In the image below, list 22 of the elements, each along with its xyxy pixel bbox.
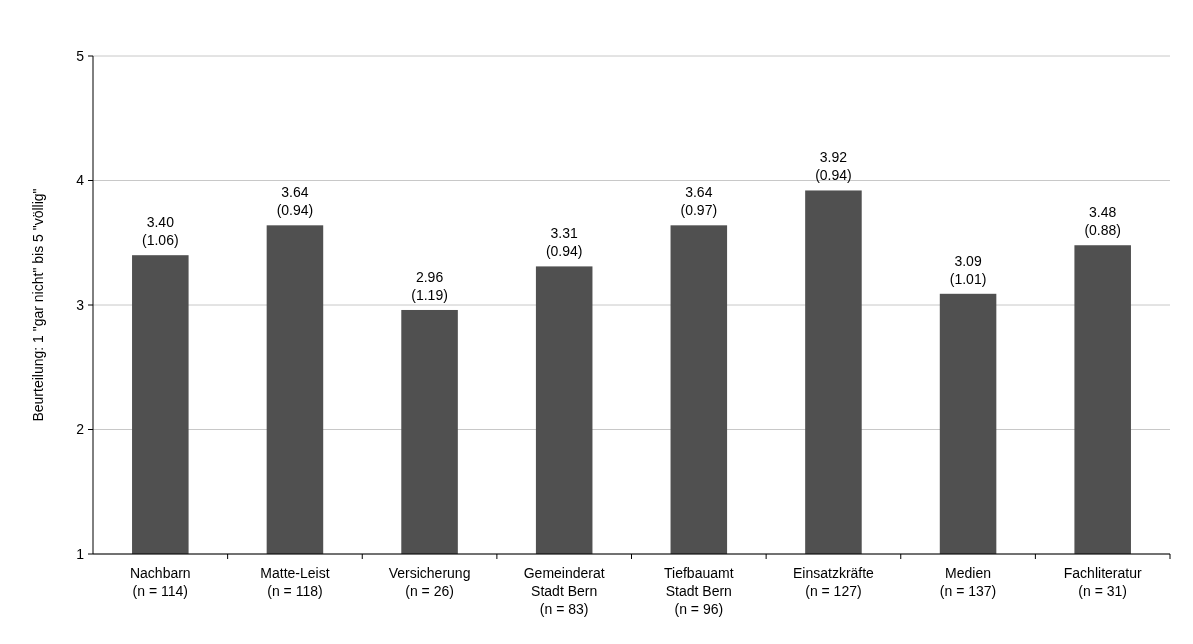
x-tick-label: Versicherung (n = 26) xyxy=(388,565,471,599)
data-label: 3.64 (0.97) xyxy=(680,184,718,219)
x-tick-label: Nachbarn (n = 114) xyxy=(129,565,191,599)
x-tick-label: Medien (n = 137) xyxy=(939,565,997,599)
x-tick-label: Matte-Leist (n = 118) xyxy=(260,565,330,599)
y-tick-label: 3 xyxy=(76,296,85,313)
data-label: 2.96 (1.19) xyxy=(411,268,448,303)
x-tick-label: Einsatzkräfte (n = 127) xyxy=(792,565,875,599)
data-label: 3.31 (0.94) xyxy=(545,225,583,260)
data-label: 3.92 (0.94) xyxy=(815,149,852,184)
y-tick-label: 5 xyxy=(76,47,85,64)
data-label: 3.40 (1.06) xyxy=(142,214,179,249)
x-tick-label: Gemeinderat Stadt Bern (n = 83) xyxy=(523,565,605,617)
data-label: 3.64 (0.94) xyxy=(276,184,314,219)
y-axis-title: Beurteilung: 1 "gar nicht" bis 5 "völlig" xyxy=(30,188,46,422)
x-tick-label: Tiefbauamt Stadt Bern (n = 96) xyxy=(664,565,734,617)
y-tick-label: 2 xyxy=(76,421,85,438)
data-label: 3.48 (0.88) xyxy=(1084,204,1121,239)
y-tick-label: 1 xyxy=(76,545,85,562)
x-tick-label: Fachliteratur (n = 31) xyxy=(1063,565,1142,599)
data-label: 3.09 (1.01) xyxy=(949,252,987,287)
y-tick-label: 4 xyxy=(76,172,85,189)
